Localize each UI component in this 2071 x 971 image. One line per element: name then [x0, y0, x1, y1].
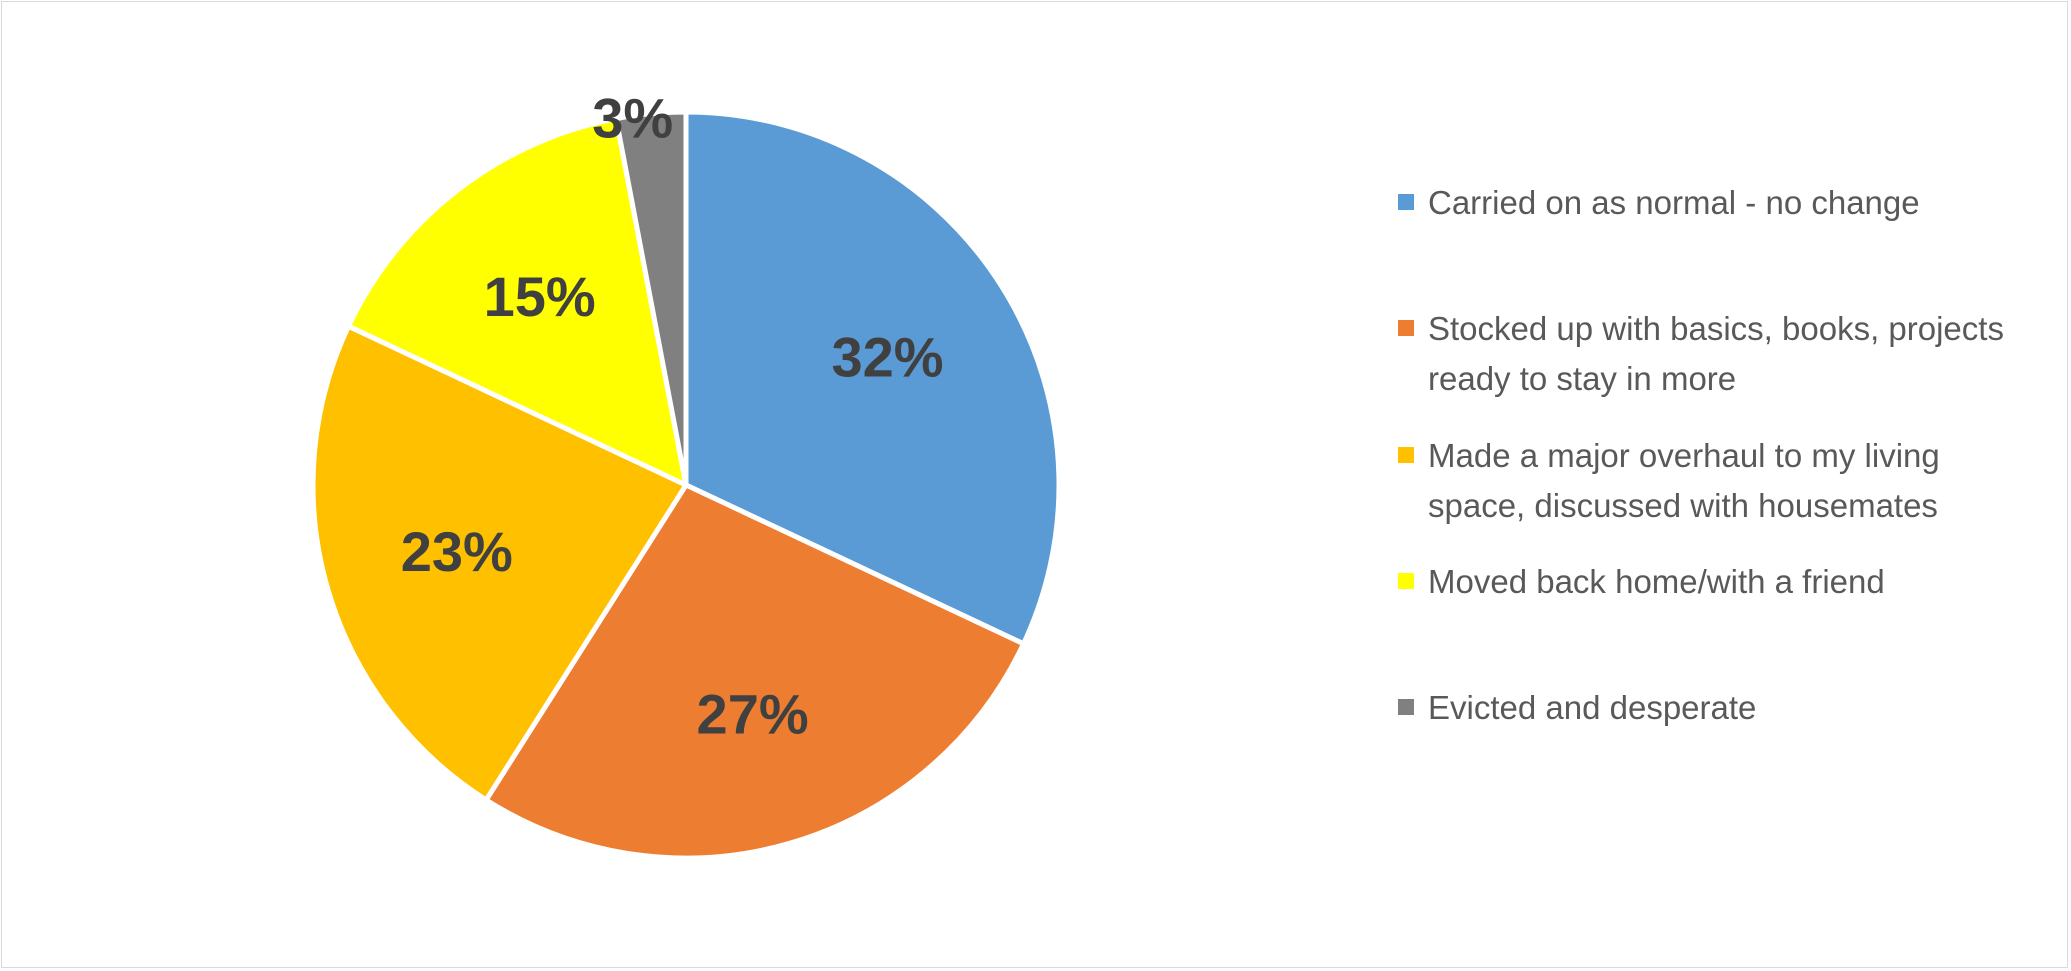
legend-swatch: [1398, 320, 1414, 336]
legend-item-2: Stocked up with basics, books, projects …: [1398, 304, 2038, 404]
pie-slice-3: [310, 323, 689, 803]
pie-slice-2: [483, 482, 1026, 861]
legend-swatch: [1398, 699, 1414, 715]
legend-item-1: Carried on as normal - no change: [1398, 178, 2038, 228]
pie-slices: [310, 109, 1062, 861]
data-label-3: 23%: [401, 520, 513, 583]
data-label-5: 3%: [592, 86, 673, 149]
data-label-2: 27%: [697, 683, 809, 746]
pie-slice-1: [683, 109, 1062, 647]
legend-item-5: Evicted and desperate: [1398, 683, 2038, 733]
pie-slice-4: [346, 116, 689, 488]
legend-swatch: [1398, 194, 1414, 210]
legend-item-4: Moved back home/with a friend: [1398, 557, 2038, 607]
legend-item-3: Made a major overhaul to my living space…: [1398, 431, 2038, 531]
legend-swatch: [1398, 573, 1414, 589]
data-label-1: 32%: [832, 326, 944, 389]
legend-label: Moved back home/with a friend: [1428, 563, 1885, 600]
legend-label: Evicted and desperate: [1428, 689, 1757, 726]
legend-label: Stocked up with basics, books, projects …: [1428, 310, 2004, 397]
legend-label: Made a major overhaul to my living space…: [1428, 437, 1940, 524]
data-label-4: 15%: [484, 265, 596, 328]
legend-swatch: [1398, 447, 1414, 463]
pie-data-labels: 32% 27% 23% 15% 3%: [401, 86, 944, 745]
pie-slice-5: [613, 109, 689, 488]
legend-label: Carried on as normal - no change: [1428, 184, 1920, 221]
